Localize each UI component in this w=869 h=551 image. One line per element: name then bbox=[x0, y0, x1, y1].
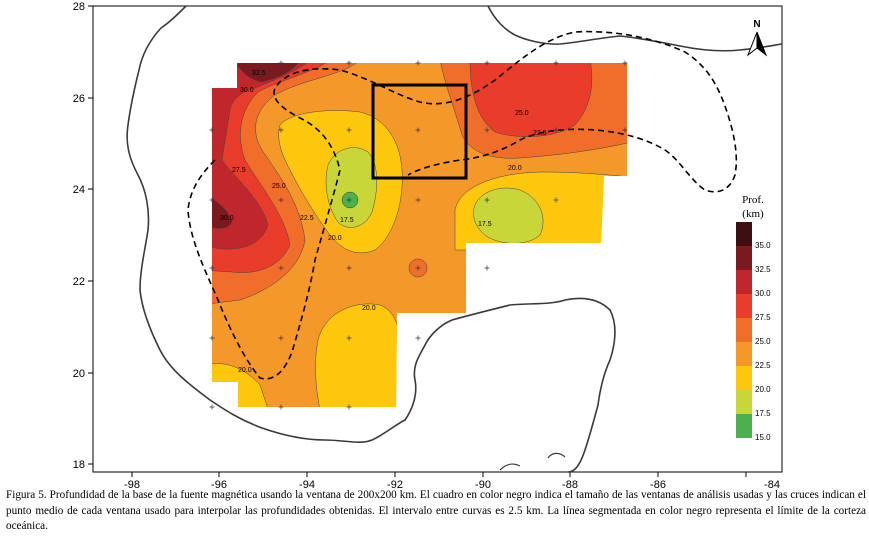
legend-swatch bbox=[736, 414, 752, 438]
midpoint-cross bbox=[553, 197, 559, 203]
contour-label: 30.0 bbox=[240, 87, 254, 94]
y-axis: 28 26 24 22 20 18 bbox=[73, 1, 85, 471]
contour-label: 25.0 bbox=[515, 110, 529, 117]
legend-title: Prof. bbox=[742, 194, 764, 206]
contour-label: 32.5 bbox=[252, 70, 266, 77]
midpoint-cross bbox=[346, 197, 352, 203]
midpoint-cross bbox=[622, 127, 628, 133]
midpoint-cross bbox=[484, 265, 490, 271]
y-tick-label: 26 bbox=[73, 93, 85, 105]
zone-30b bbox=[212, 194, 233, 229]
north-label: N bbox=[753, 19, 760, 30]
zone-30 bbox=[212, 63, 311, 250]
legend-swatch bbox=[736, 270, 752, 294]
contour-label: 20.0 bbox=[238, 367, 252, 374]
midpoint-cross bbox=[553, 127, 559, 133]
y-tick-label: 20 bbox=[73, 368, 85, 380]
legend-swatch bbox=[736, 390, 752, 414]
x-tick-label: -98 bbox=[124, 479, 140, 490]
legend-value: 30.0 bbox=[755, 289, 771, 298]
midpoint-cross bbox=[209, 335, 215, 341]
midpoint-cross bbox=[415, 335, 421, 341]
contour-label: 17.5 bbox=[478, 221, 492, 228]
oceanic-crust-limit bbox=[187, 30, 738, 380]
legend-value: 22.5 bbox=[755, 361, 771, 370]
contour-label: 22.5 bbox=[533, 130, 547, 137]
coastline-islands bbox=[499, 452, 566, 471]
legend-swatch bbox=[736, 222, 752, 246]
midpoint-cross bbox=[346, 127, 352, 133]
legend-value: 20.0 bbox=[755, 385, 771, 394]
x-tick-label: -86 bbox=[650, 479, 666, 490]
contour-label: 17.5 bbox=[340, 217, 354, 224]
x-tick-label: -88 bbox=[562, 479, 578, 490]
contour-label: 20.0 bbox=[508, 165, 522, 172]
midpoint-cross bbox=[209, 265, 215, 271]
analysis-window bbox=[371, 83, 468, 180]
zone-17-east bbox=[473, 187, 544, 244]
coastline bbox=[126, 5, 783, 473]
midpoint-cross bbox=[209, 127, 215, 133]
x-tick-label: -90 bbox=[475, 479, 491, 490]
contour-label: 25.0 bbox=[272, 183, 286, 190]
midpoint-cross bbox=[484, 197, 490, 203]
contour-label: 27.5 bbox=[232, 167, 246, 174]
zone-27-ne bbox=[469, 63, 593, 137]
midpoint-cross bbox=[346, 60, 352, 66]
legend-unit: (km) bbox=[742, 208, 764, 220]
midpoint-cross bbox=[553, 60, 559, 66]
midpoint-cross bbox=[415, 265, 421, 271]
midpoint-cross bbox=[209, 197, 215, 203]
axis-ticks bbox=[88, 5, 747, 477]
zone-32 bbox=[237, 63, 301, 83]
midpoint-cross bbox=[278, 60, 284, 66]
x-tick-label: -96 bbox=[211, 479, 227, 490]
legend-swatch bbox=[736, 342, 752, 366]
legend-value: 25.0 bbox=[755, 337, 771, 346]
midpoint-cross bbox=[278, 265, 284, 271]
depth-map: 32.5 30.0 27.5 25.0 22.5 20.0 17.5 30.0 … bbox=[73, 1, 783, 490]
legend-value: 17.5 bbox=[755, 409, 771, 418]
y-tick-label: 22 bbox=[73, 276, 85, 288]
legend-swatch bbox=[736, 294, 752, 318]
midpoint-cross bbox=[415, 60, 421, 66]
window-midpoints bbox=[209, 60, 628, 410]
midpoint-cross bbox=[278, 335, 284, 341]
midpoint-cross bbox=[484, 60, 490, 66]
midpoint-cross bbox=[415, 127, 421, 133]
midpoint-cross bbox=[346, 265, 352, 271]
midpoint-cross bbox=[346, 335, 352, 341]
midpoint-cross bbox=[346, 404, 352, 410]
legend-swatch bbox=[736, 246, 752, 270]
contour-labels: 32.5 30.0 27.5 25.0 22.5 20.0 17.5 30.0 … bbox=[220, 70, 547, 374]
legend-value: 15.0 bbox=[755, 433, 771, 442]
x-tick-label: -92 bbox=[387, 479, 403, 490]
x-tick-label: -84 bbox=[764, 479, 780, 490]
x-axis: -98 -96 -94 -92 -90 -88 -86 -84 bbox=[124, 479, 780, 490]
legend-swatch bbox=[736, 318, 752, 342]
figure-caption: Figura 5. Profundidad de la base de la f… bbox=[6, 489, 866, 532]
legend: Prof. (km) 35.0 32.5 30.0 27.5 25.0 22.5 20.0 1… bbox=[736, 194, 771, 442]
y-tick-label: 18 bbox=[73, 459, 85, 471]
legend-swatch bbox=[736, 366, 752, 390]
midpoint-cross bbox=[484, 127, 490, 133]
y-tick-label: 24 bbox=[73, 184, 85, 196]
midpoint-cross bbox=[278, 404, 284, 410]
y-tick-label: 28 bbox=[73, 1, 85, 13]
contour-label: 22.5 bbox=[300, 215, 314, 222]
midpoint-cross bbox=[209, 404, 215, 410]
north-arrow: N bbox=[746, 19, 768, 57]
x-tick-label: -94 bbox=[299, 479, 315, 490]
contour-label: 20.0 bbox=[362, 305, 376, 312]
midpoint-cross bbox=[278, 127, 284, 133]
midpoint-cross bbox=[622, 60, 628, 66]
midpoint-cross bbox=[415, 197, 421, 203]
legend-value: 35.0 bbox=[755, 241, 771, 250]
contour-label: 30.0 bbox=[220, 215, 234, 222]
zone-17-center bbox=[325, 147, 378, 228]
legend-value: 32.5 bbox=[755, 265, 771, 274]
contour-label: 20.0 bbox=[328, 235, 342, 242]
midpoint-cross bbox=[278, 197, 284, 203]
legend-value: 27.5 bbox=[755, 313, 771, 322]
